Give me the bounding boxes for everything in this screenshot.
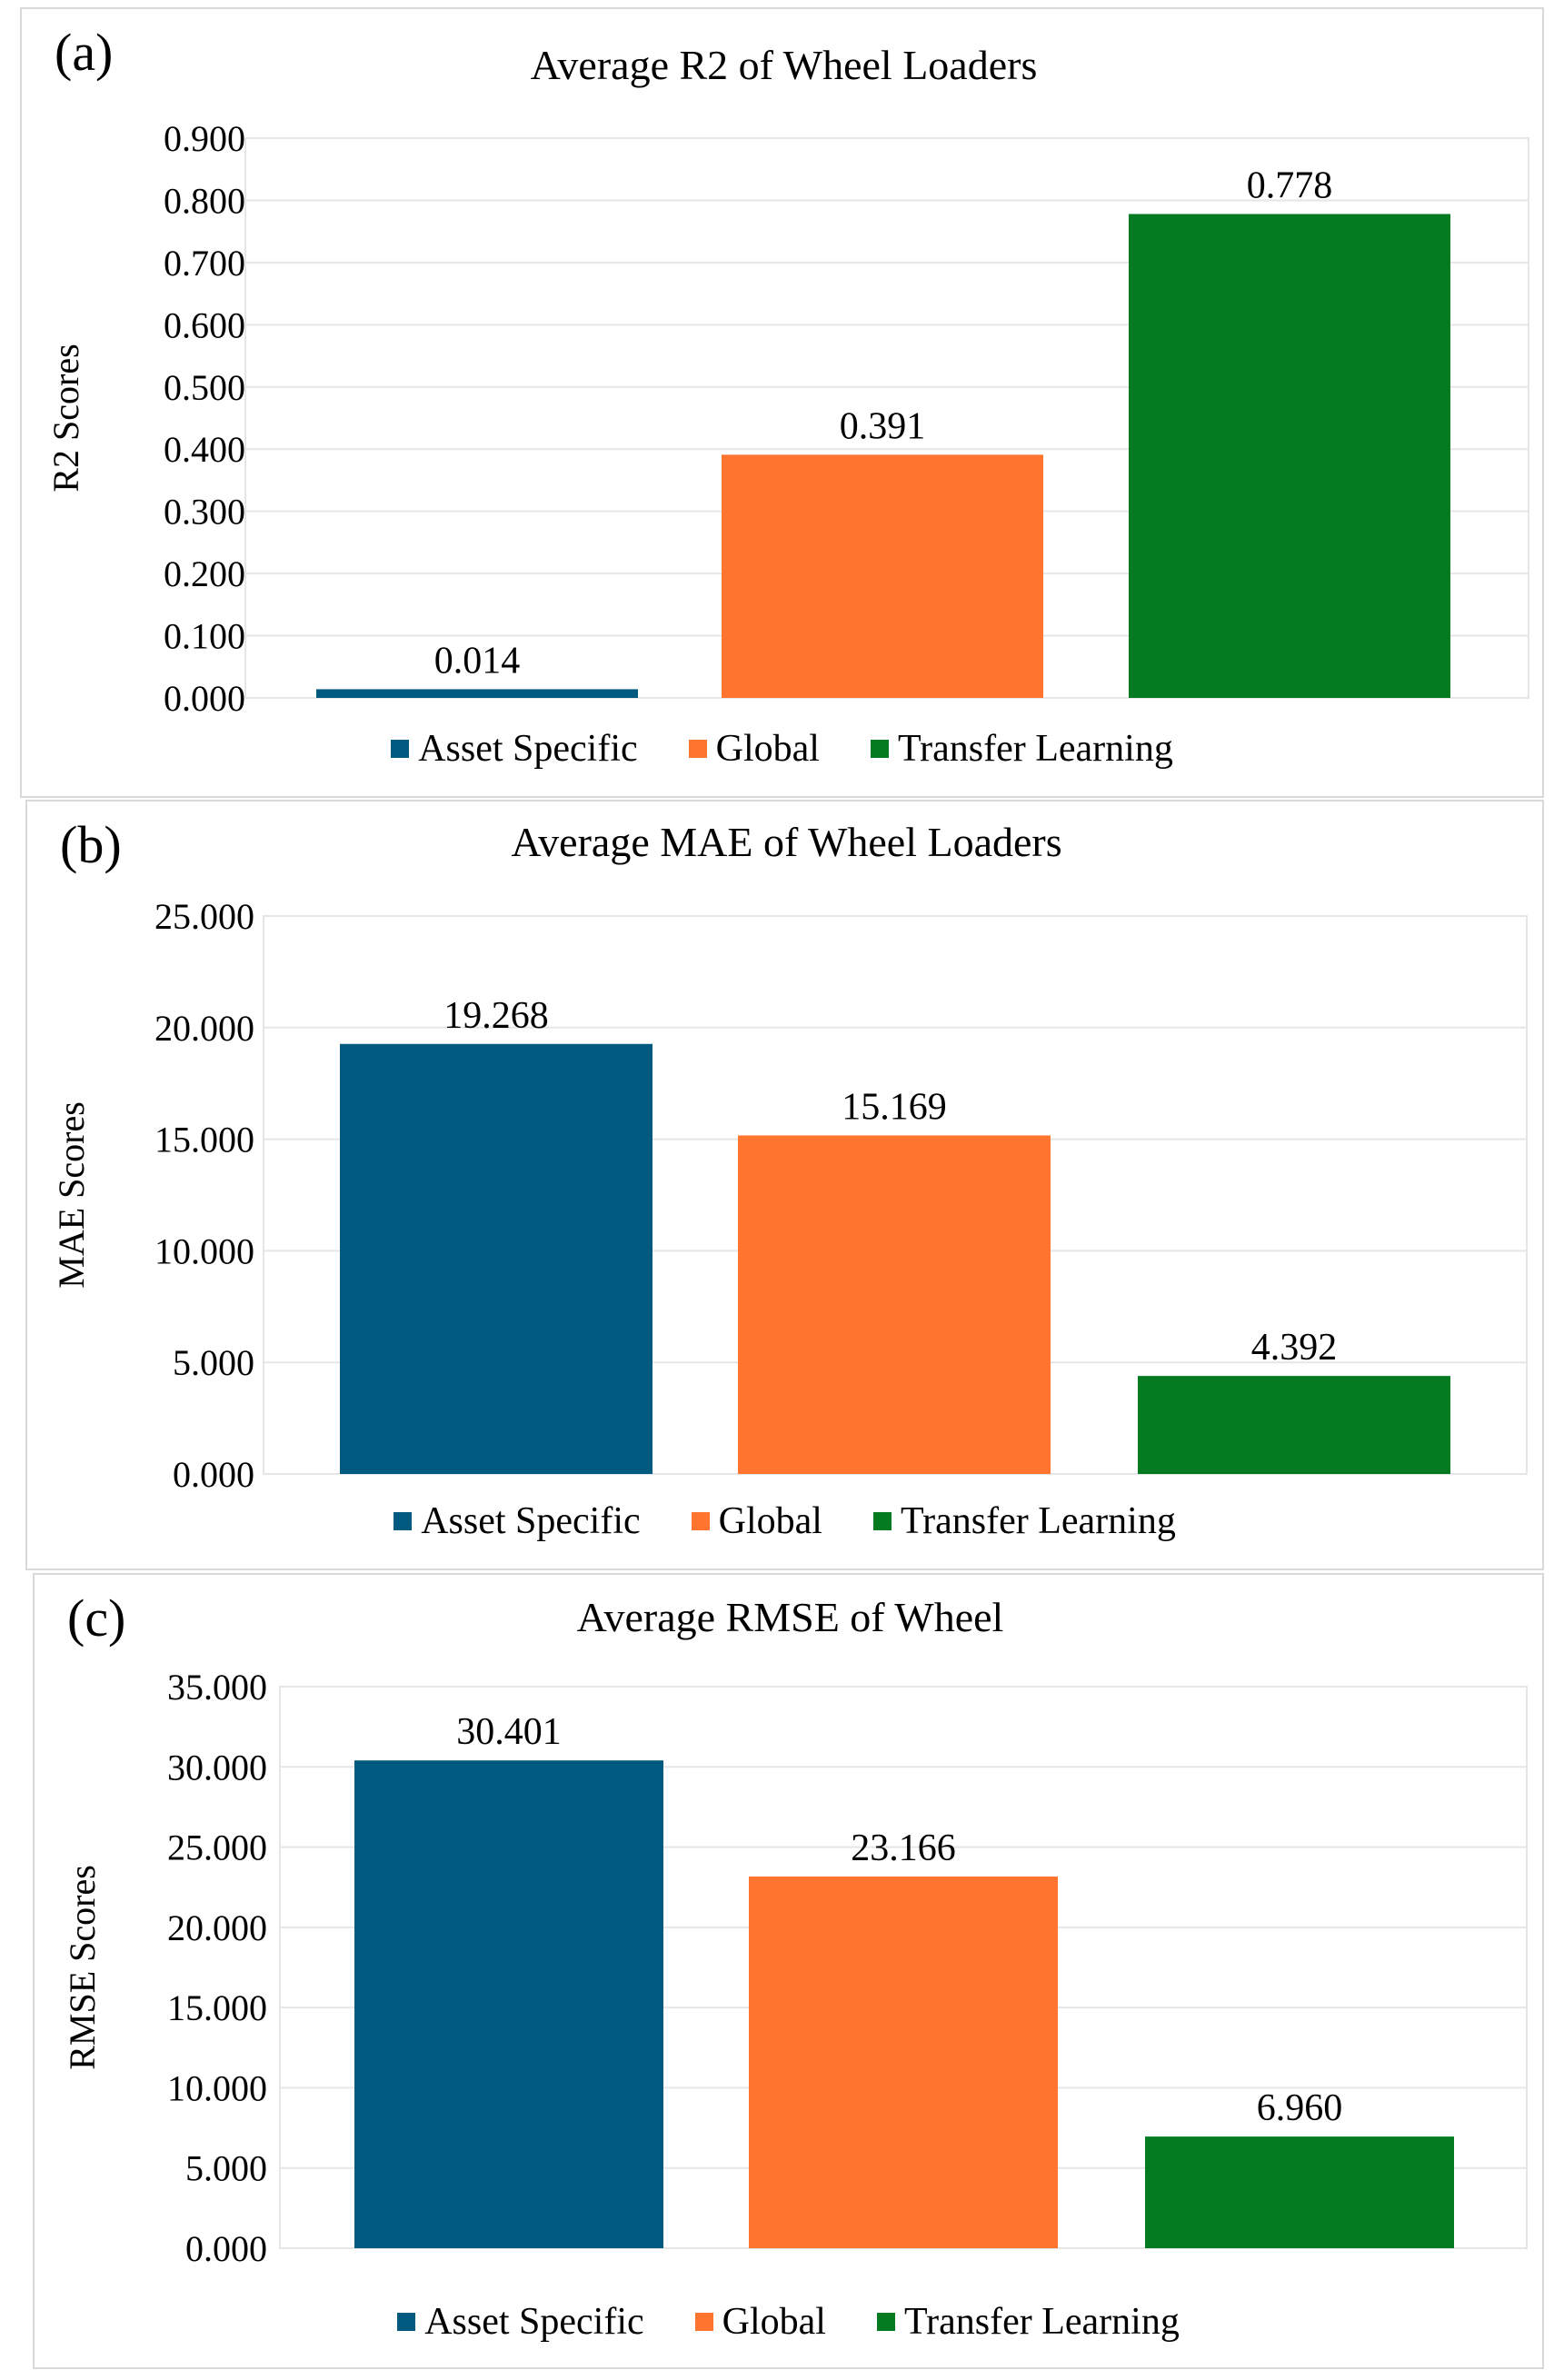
y-tick-label: 25.000 [154, 896, 254, 937]
legend-label: Global [715, 728, 820, 770]
y-tick-label: 0.800 [164, 180, 245, 221]
legend-swatch-transfer-learning [876, 2313, 895, 2331]
panel-label: (c) [67, 1588, 126, 1648]
legend-swatch-asset-specific [391, 740, 410, 758]
bar-transfer-learning [1129, 214, 1450, 699]
legend-label: Transfer Learning [897, 728, 1173, 770]
panel-label: (b) [60, 815, 122, 874]
bar-asset-specific [340, 1043, 652, 1474]
bar-asset-specific [354, 1760, 663, 2248]
bar-global [722, 454, 1043, 698]
mae-bar-chart: 0.000 5.000 10.000 15.000 20.000 25.000 Averag… [51, 819, 1528, 1495]
chart-panel-mae: (b) 0.000 5.000 10.000 15.000 20.000 25.000 Av… [25, 800, 1544, 1570]
y-tick-label: 5.000 [173, 1342, 254, 1383]
bar-transfer-learning [1138, 1376, 1450, 1474]
y-tick-label: 0.500 [164, 367, 245, 408]
y-tick-label: 15.000 [167, 1987, 267, 2028]
y-tick-label: 0.000 [164, 678, 245, 719]
rmse-bar-chart: 0.000 5.000 10.000 15.000 20.000 25.000 30.000… [62, 1594, 1528, 2269]
y-tick-label: 35.000 [167, 1667, 267, 1708]
y-axis-label: R2 Scores [45, 344, 86, 492]
y-tick-label: 0.300 [164, 492, 245, 533]
y-tick-label: 10.000 [167, 2067, 267, 2108]
legend-item-transfer-learning: Transfer Learning [876, 2300, 1180, 2344]
y-tick-label: 20.000 [154, 1008, 254, 1049]
legend-item-global: Global [688, 727, 820, 771]
bar-global [738, 1135, 1051, 1474]
data-label-asset-specific: 30.401 [456, 1711, 562, 1753]
panel-label: (a) [55, 23, 114, 82]
data-label-global: 23.166 [851, 1827, 956, 1869]
y-tick-label: 0.400 [164, 429, 245, 470]
data-label-global: 0.391 [840, 405, 926, 447]
legend-label: Asset Specific [421, 1500, 641, 1542]
y-tick-label: 0.600 [164, 304, 245, 345]
chart-panel-rmse: (c) 0.000 5.000 10.000 15.000 20.000 25.000 30… [33, 1573, 1544, 2369]
y-tick-label: 0.000 [173, 1454, 254, 1495]
y-tick-label: 20.000 [167, 1907, 267, 1948]
legend-label: Asset Specific [424, 2301, 644, 2343]
legend-swatch-global [688, 740, 707, 758]
y-axis-label: RMSE Scores [62, 1865, 103, 2070]
legend-label: Transfer Learning [900, 1500, 1176, 1542]
data-label-global: 15.169 [842, 1086, 947, 1128]
bar-global [749, 1876, 1058, 2248]
legend-item-global: Global [691, 1499, 822, 1543]
chart-title: Average RMSE of Wheel [577, 1594, 1004, 1640]
y-tick-label: 0.000 [185, 2228, 267, 2269]
y-tick-label: 0.200 [164, 553, 245, 594]
legend: Asset Specific Global Transfer Learning [27, 1499, 1542, 1543]
legend-label: Asset Specific [418, 728, 638, 770]
legend-item-transfer-learning: Transfer Learning [872, 1499, 1176, 1543]
legend-item-global: Global [694, 2300, 826, 2344]
y-tick-label: 10.000 [154, 1230, 254, 1271]
legend-label: Transfer Learning [903, 2301, 1180, 2343]
bar-transfer-learning [1145, 2136, 1454, 2248]
legend-swatch-asset-specific [393, 1512, 413, 1530]
y-tick-label: 0.100 [164, 616, 245, 657]
bar-asset-specific [316, 689, 638, 698]
y-tick-label: 25.000 [167, 1827, 267, 1868]
data-label-transfer-learning: 0.778 [1247, 165, 1333, 207]
chart-title: Average MAE of Wheel Loaders [511, 819, 1061, 865]
legend-item-transfer-learning: Transfer Learning [870, 727, 1173, 771]
legend-label: Global [718, 1500, 822, 1542]
y-axis-label: MAE Scores [51, 1101, 92, 1289]
data-label-asset-specific: 0.014 [434, 640, 521, 682]
data-label-asset-specific: 19.268 [443, 995, 549, 1037]
legend: Asset Specific Global Transfer Learning [22, 727, 1542, 771]
y-tick-label: 5.000 [185, 2148, 267, 2189]
data-label-transfer-learning: 6.960 [1257, 2087, 1343, 2129]
legend-swatch-global [694, 2313, 713, 2331]
y-tick-label: 0.700 [164, 243, 245, 284]
legend-label: Global [722, 2301, 826, 2343]
y-tick-label: 15.000 [154, 1120, 254, 1160]
r2-bar-chart: 0.000 0.100 0.200 0.300 0.400 0.500 0.600 0.700… [45, 42, 1529, 719]
legend: Asset Specific Global Transfer Learning [35, 2300, 1542, 2344]
data-label-transfer-learning: 4.392 [1251, 1327, 1338, 1369]
y-tick-label: 0.900 [164, 118, 245, 159]
chart-panel-r2: (a) 0.000 0.100 0.200 0.300 0.400 0.500 0.600 0… [20, 7, 1544, 798]
legend-swatch-transfer-learning [872, 1512, 892, 1530]
legend-item-asset-specific: Asset Specific [397, 2300, 644, 2344]
y-tick-label: 30.000 [167, 1747, 267, 1787]
chart-title: Average R2 of Wheel Loaders [531, 42, 1038, 88]
legend-swatch-asset-specific [397, 2313, 416, 2331]
legend-swatch-transfer-learning [870, 740, 889, 758]
legend-item-asset-specific: Asset Specific [393, 1499, 641, 1543]
legend-swatch-global [691, 1512, 710, 1530]
legend-item-asset-specific: Asset Specific [391, 727, 638, 771]
